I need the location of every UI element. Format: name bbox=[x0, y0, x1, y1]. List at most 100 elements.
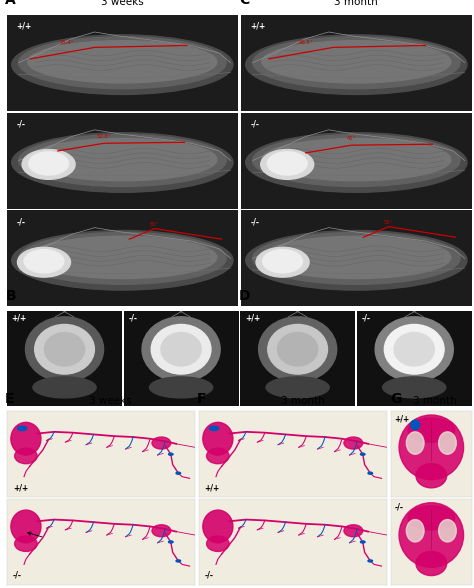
Ellipse shape bbox=[246, 133, 467, 192]
Text: -/-: -/- bbox=[205, 571, 214, 580]
Text: C: C bbox=[239, 0, 249, 7]
Text: 3 weeks: 3 weeks bbox=[89, 396, 132, 406]
Text: 41°: 41° bbox=[347, 136, 356, 141]
Text: G: G bbox=[390, 392, 401, 406]
Circle shape bbox=[169, 541, 173, 543]
Ellipse shape bbox=[416, 464, 447, 488]
Circle shape bbox=[368, 560, 373, 562]
Ellipse shape bbox=[267, 152, 307, 175]
Text: -/-: -/- bbox=[13, 571, 22, 580]
Circle shape bbox=[411, 420, 419, 430]
Text: -/-: -/- bbox=[394, 502, 403, 512]
Text: 52.8°: 52.8° bbox=[97, 135, 111, 139]
Ellipse shape bbox=[438, 432, 456, 455]
Ellipse shape bbox=[207, 536, 229, 552]
Text: 81°: 81° bbox=[150, 222, 159, 226]
Text: 3 month: 3 month bbox=[281, 396, 324, 406]
Ellipse shape bbox=[406, 520, 424, 542]
Ellipse shape bbox=[408, 418, 455, 442]
Ellipse shape bbox=[12, 230, 233, 290]
Ellipse shape bbox=[256, 248, 309, 277]
Circle shape bbox=[210, 426, 219, 430]
Text: +/+: +/+ bbox=[12, 314, 27, 323]
Ellipse shape bbox=[375, 317, 453, 382]
Circle shape bbox=[176, 560, 181, 562]
Text: -/-: -/- bbox=[16, 217, 25, 226]
Ellipse shape bbox=[35, 325, 94, 374]
Ellipse shape bbox=[33, 377, 96, 398]
Text: -/-: -/- bbox=[16, 119, 25, 128]
Ellipse shape bbox=[18, 37, 226, 89]
Text: -/-: -/- bbox=[250, 119, 259, 128]
Ellipse shape bbox=[253, 232, 460, 285]
Ellipse shape bbox=[262, 236, 451, 279]
Ellipse shape bbox=[384, 325, 444, 374]
Ellipse shape bbox=[344, 437, 363, 449]
Ellipse shape bbox=[161, 333, 201, 366]
Text: B: B bbox=[6, 289, 17, 303]
Ellipse shape bbox=[253, 37, 460, 89]
Ellipse shape bbox=[383, 377, 446, 398]
Text: 3 month: 3 month bbox=[335, 0, 378, 7]
Ellipse shape bbox=[12, 35, 233, 95]
Text: 55°: 55° bbox=[384, 220, 393, 225]
Text: 3 month: 3 month bbox=[413, 396, 457, 406]
Ellipse shape bbox=[26, 317, 104, 382]
Ellipse shape bbox=[142, 317, 220, 382]
Text: D: D bbox=[239, 289, 251, 303]
Text: E: E bbox=[5, 392, 15, 406]
Text: +/+: +/+ bbox=[245, 314, 260, 323]
Ellipse shape bbox=[15, 536, 37, 552]
Ellipse shape bbox=[18, 232, 226, 285]
Ellipse shape bbox=[438, 520, 456, 542]
Ellipse shape bbox=[45, 333, 85, 366]
Text: -/-: -/- bbox=[128, 314, 137, 323]
Ellipse shape bbox=[203, 510, 233, 543]
Circle shape bbox=[360, 453, 365, 455]
Ellipse shape bbox=[253, 135, 460, 186]
Ellipse shape bbox=[149, 377, 213, 398]
Ellipse shape bbox=[24, 250, 64, 273]
Ellipse shape bbox=[207, 448, 229, 464]
Text: +/+: +/+ bbox=[250, 21, 265, 31]
Ellipse shape bbox=[12, 133, 233, 192]
Ellipse shape bbox=[399, 503, 464, 567]
Text: +/+: +/+ bbox=[13, 483, 28, 492]
Circle shape bbox=[169, 453, 173, 455]
Ellipse shape bbox=[262, 138, 451, 181]
Ellipse shape bbox=[406, 432, 424, 455]
Text: +/+: +/+ bbox=[394, 415, 410, 423]
Circle shape bbox=[18, 426, 27, 430]
Ellipse shape bbox=[268, 325, 328, 374]
Ellipse shape bbox=[29, 152, 68, 175]
Circle shape bbox=[176, 472, 181, 475]
Circle shape bbox=[368, 472, 373, 475]
Ellipse shape bbox=[152, 437, 171, 449]
Circle shape bbox=[360, 541, 365, 543]
Ellipse shape bbox=[259, 317, 337, 382]
Ellipse shape bbox=[246, 35, 467, 95]
Ellipse shape bbox=[278, 333, 318, 366]
Ellipse shape bbox=[28, 138, 217, 181]
Ellipse shape bbox=[394, 333, 434, 366]
Ellipse shape bbox=[263, 250, 302, 273]
Ellipse shape bbox=[28, 236, 217, 279]
Ellipse shape bbox=[261, 149, 314, 179]
Text: 96.5°: 96.5° bbox=[299, 41, 313, 45]
Text: 3 weeks: 3 weeks bbox=[101, 0, 144, 7]
Ellipse shape bbox=[15, 448, 37, 464]
Ellipse shape bbox=[28, 41, 217, 83]
Ellipse shape bbox=[262, 41, 451, 83]
Ellipse shape bbox=[246, 230, 467, 290]
Ellipse shape bbox=[152, 524, 171, 537]
Text: -/-: -/- bbox=[250, 217, 259, 226]
Ellipse shape bbox=[203, 422, 233, 455]
Ellipse shape bbox=[266, 377, 329, 398]
Ellipse shape bbox=[399, 415, 464, 480]
Text: F: F bbox=[197, 392, 207, 406]
Text: +/+: +/+ bbox=[205, 483, 220, 492]
Ellipse shape bbox=[18, 248, 71, 277]
Ellipse shape bbox=[344, 524, 363, 537]
Text: +/+: +/+ bbox=[16, 21, 32, 31]
Ellipse shape bbox=[11, 422, 41, 455]
